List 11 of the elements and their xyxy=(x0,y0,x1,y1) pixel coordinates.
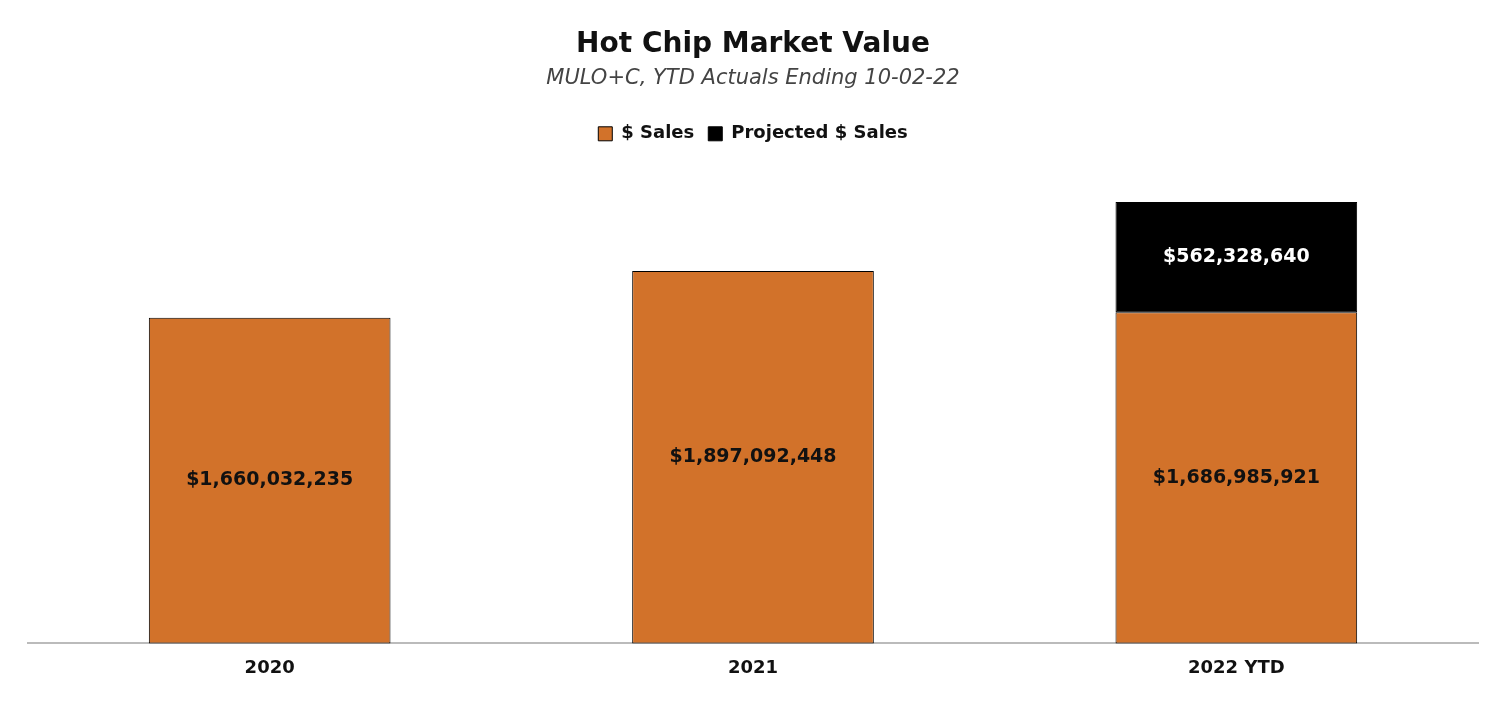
chart-subtitle: MULO+C, YTD Actuals Ending 10-02-22 xyxy=(546,64,960,89)
x-tick-label: 2020 xyxy=(244,655,295,677)
x-tick-label: 2021 xyxy=(727,655,779,677)
data-label: $1,660,032,235 xyxy=(186,467,354,490)
chart-title: Hot Chip Market Value xyxy=(576,26,930,60)
legend-label: Projected $ Sales xyxy=(731,121,908,143)
x-tick-label: 2022 YTD xyxy=(1188,655,1285,677)
data-label: $1,897,092,448 xyxy=(669,444,837,467)
data-label: $1,686,985,921 xyxy=(1152,464,1320,487)
data-label: $562,328,640 xyxy=(1163,244,1310,267)
legend-label: $ Sales xyxy=(621,121,695,143)
